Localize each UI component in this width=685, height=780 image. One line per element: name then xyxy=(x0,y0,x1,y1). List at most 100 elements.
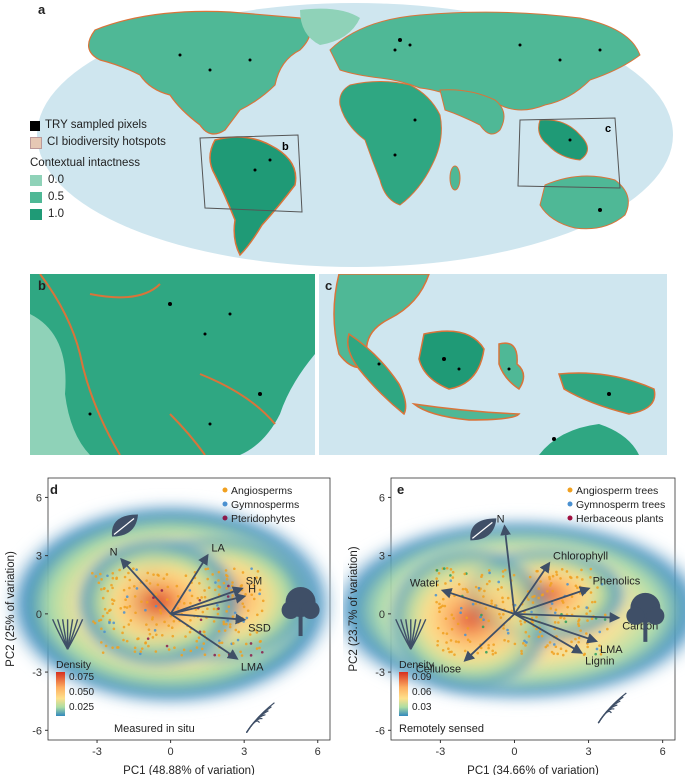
density-level-label: 0.025 xyxy=(69,702,94,713)
scatter-point xyxy=(535,615,538,619)
scatter-point xyxy=(441,631,445,635)
scatter-point xyxy=(573,607,576,610)
scatter-point xyxy=(589,591,593,594)
scatter-point xyxy=(603,618,607,621)
scatter-point xyxy=(145,623,148,626)
legend-swatch-mid xyxy=(30,192,42,203)
scatter-point xyxy=(540,593,544,597)
legend-sampled-label: TRY sampled pixels xyxy=(45,119,147,131)
scatter-point xyxy=(223,629,227,632)
tree-canopy xyxy=(646,606,665,625)
scatter-point xyxy=(173,646,176,649)
scatter-point xyxy=(479,646,483,650)
scatter-point xyxy=(144,641,147,645)
scatter-point xyxy=(139,650,143,653)
scatter-point xyxy=(464,587,467,591)
zoom-box-c-label: c xyxy=(605,123,611,135)
scatter-point xyxy=(453,653,456,656)
y-tick-label: 3 xyxy=(36,551,42,563)
scatter-point xyxy=(206,577,210,581)
loading-arrow xyxy=(514,586,591,615)
scatter-point xyxy=(585,612,588,615)
scatter-point xyxy=(106,611,109,615)
scatter-point xyxy=(553,611,557,615)
scatter-point xyxy=(501,570,505,573)
scatter-point xyxy=(447,647,450,651)
scatter-point xyxy=(436,643,439,647)
scatter-point xyxy=(118,568,121,572)
scatter-point xyxy=(457,582,461,586)
scatter-point xyxy=(154,604,158,608)
zoom-box-b-label: b xyxy=(282,141,289,153)
scatter-point xyxy=(189,649,193,653)
scatter-point xyxy=(125,606,129,609)
scatter-point xyxy=(551,589,554,593)
scatter-point xyxy=(488,580,491,583)
scatter-point xyxy=(231,594,234,597)
y-axis-label: PC2 (25% of variation) xyxy=(5,551,17,667)
scatter-point xyxy=(523,639,526,643)
scatter-point xyxy=(463,649,467,653)
continent-eurasia xyxy=(329,11,641,111)
scatter-point xyxy=(213,588,217,592)
scatter-point xyxy=(579,629,582,632)
scatter-point xyxy=(479,615,482,619)
zoom-box-c xyxy=(517,117,621,189)
fern-icon xyxy=(245,720,260,734)
scatter-point xyxy=(124,598,127,601)
scatter-point xyxy=(491,649,494,653)
scatter-point xyxy=(226,574,229,578)
scatter-point xyxy=(217,593,221,596)
density-colorbar xyxy=(56,672,65,716)
scatter-point xyxy=(101,614,105,618)
scatter-point xyxy=(135,587,139,590)
scatter-point xyxy=(100,627,103,631)
grass-icon xyxy=(67,618,84,650)
scatter-point xyxy=(527,635,531,638)
scatter-point xyxy=(435,569,439,572)
scatter-point xyxy=(212,620,216,623)
tree-trunk xyxy=(643,621,648,642)
scatter-point xyxy=(217,629,221,633)
scatter-point xyxy=(255,631,259,634)
scatter-point xyxy=(569,576,573,580)
scatter-point xyxy=(152,573,155,576)
scatter-point xyxy=(606,627,609,631)
x-axis-label: PC1 (48.88% of variation) xyxy=(123,765,255,775)
scatter-point xyxy=(108,618,112,622)
leaf-vein xyxy=(471,521,493,539)
scatter-point xyxy=(559,577,562,580)
scatter-point xyxy=(140,647,144,650)
scatter-point xyxy=(184,635,187,638)
sampled-pixels xyxy=(178,38,602,212)
scatter-point xyxy=(184,574,188,578)
scatter-point xyxy=(259,640,262,643)
scatter-point xyxy=(437,606,441,610)
scatter-point xyxy=(93,621,97,625)
loading-label: LMA xyxy=(600,644,623,656)
scatter-point xyxy=(134,611,137,615)
scatter-point xyxy=(241,571,245,574)
scatter-point xyxy=(217,654,221,657)
loading-arrow xyxy=(514,612,621,623)
scatter-point xyxy=(487,619,490,623)
scatter-point xyxy=(442,567,446,570)
southeast-asia-svg xyxy=(333,274,656,455)
scatter-point xyxy=(548,584,552,587)
scatter-point xyxy=(204,567,208,571)
scatter-point xyxy=(554,608,558,612)
scatter-point xyxy=(576,586,579,590)
scatter-point xyxy=(228,625,232,629)
legend-marker xyxy=(567,515,573,521)
scatter-point xyxy=(560,568,564,571)
scatter-point xyxy=(201,610,205,614)
scatter-point xyxy=(561,653,565,657)
scatter-point xyxy=(478,589,481,592)
y-tick-label: 6 xyxy=(379,492,385,504)
scatter-point xyxy=(255,647,259,650)
scatter-point xyxy=(225,577,229,581)
scatter-point xyxy=(94,575,98,578)
scatter-point xyxy=(129,619,133,622)
new-guinea xyxy=(557,372,656,415)
scatter-point xyxy=(477,586,481,590)
